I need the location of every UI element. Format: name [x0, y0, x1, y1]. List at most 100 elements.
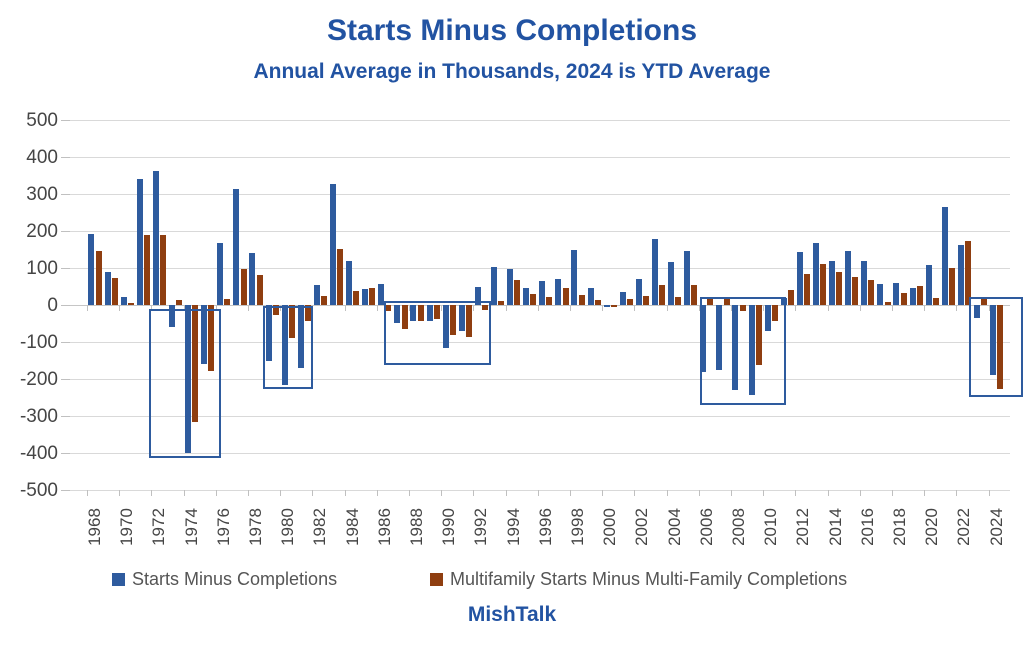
bar-multifamily-2005 — [691, 284, 698, 305]
highlight-box-2006-2010 — [699, 296, 787, 405]
bar-starts-2016 — [861, 261, 868, 305]
bar-starts-1974 — [185, 305, 192, 453]
bar-starts-1973 — [168, 305, 175, 328]
bar-multifamily-2019 — [916, 285, 923, 305]
bar-starts-2017 — [877, 283, 884, 305]
y-axis-label: 200 — [26, 220, 58, 242]
highlight-box-1972-1975 — [149, 308, 221, 458]
bar-multifamily-1985 — [369, 287, 376, 305]
x-axis-label: 1994 — [503, 508, 523, 546]
bar-multifamily-2021 — [948, 268, 955, 305]
x-axis-tick — [698, 305, 700, 311]
bar-starts-2004 — [668, 262, 675, 305]
bar-multifamily-1969 — [111, 277, 118, 305]
bar-multifamily-2017 — [884, 301, 891, 305]
bar-starts-1982 — [313, 285, 320, 305]
bar-starts-1997 — [555, 279, 562, 305]
gridline — [70, 489, 1010, 491]
x-axis-label: 2016 — [857, 508, 877, 546]
x-axis-tick — [87, 305, 88, 311]
x-axis-label: 2014 — [825, 508, 845, 546]
x-axis-tick — [924, 490, 926, 496]
x-axis-tick — [602, 490, 604, 496]
bar-starts-1968 — [88, 233, 95, 305]
bar-multifamily-1976 — [224, 299, 231, 305]
gridline — [70, 452, 1010, 454]
bar-starts-1993 — [490, 266, 497, 305]
x-axis-tick — [344, 490, 346, 496]
bar-multifamily-1970 — [127, 303, 134, 305]
x-axis-tick — [988, 305, 990, 311]
bar-multifamily-1973 — [176, 300, 183, 305]
bar-multifamily-2009 — [755, 305, 762, 366]
x-axis-tick — [183, 490, 185, 496]
bar-starts-2002 — [635, 279, 642, 305]
x-axis-tick — [892, 305, 893, 311]
x-axis-tick — [87, 490, 88, 496]
x-axis-label: 1996 — [535, 508, 555, 546]
x-axis-tick — [215, 305, 217, 311]
x-axis-tick — [763, 305, 765, 311]
bar-multifamily-1994 — [514, 279, 521, 305]
bar-multifamily-1974 — [192, 305, 199, 422]
bar-starts-2000 — [603, 305, 610, 308]
legend-label-multifamily: Multifamily Starts Minus Multi-Family Co… — [450, 569, 848, 589]
x-axis-label: 1974 — [181, 508, 201, 546]
x-axis-label: 2004 — [664, 508, 684, 546]
legend-swatch-multifamily-icon — [430, 573, 443, 586]
x-axis-tick — [731, 490, 732, 496]
y-axis-label: -100 — [19, 331, 58, 353]
y-axis-label: 300 — [26, 183, 58, 205]
bar-multifamily-1977 — [240, 268, 247, 305]
bar-starts-1999 — [587, 288, 594, 305]
bar-multifamily-1995 — [530, 293, 537, 305]
x-axis-label: 2020 — [922, 508, 942, 546]
x-axis-tick — [409, 490, 410, 496]
gridline — [70, 341, 1010, 343]
bar-multifamily-2002 — [643, 296, 650, 305]
x-axis-tick — [859, 305, 861, 311]
bar-starts-2022 — [957, 244, 964, 305]
bar-starts-2007 — [716, 305, 723, 371]
bar-starts-2006 — [700, 305, 707, 372]
bar-starts-2011 — [780, 298, 787, 305]
x-axis-tick — [570, 490, 571, 496]
x-axis-label: 1972 — [149, 508, 169, 546]
x-axis-tick — [795, 490, 797, 496]
bar-multifamily-1982 — [321, 296, 328, 305]
x-axis-tick — [473, 490, 475, 496]
bar-starts-2012 — [796, 252, 803, 305]
bar-starts-2005 — [684, 250, 691, 305]
bar-multifamily-2015 — [852, 276, 859, 305]
bar-multifamily-2018 — [900, 293, 907, 305]
legend-item-starts: Starts Minus Completions — [112, 569, 337, 590]
gridline — [70, 156, 1010, 158]
bar-multifamily-1990 — [449, 305, 456, 335]
y-axis-tick — [61, 230, 70, 232]
legend-label-starts: Starts Minus Completions — [132, 569, 338, 589]
bar-starts-1970 — [120, 296, 127, 305]
y-axis-label: -300 — [19, 405, 58, 427]
bar-starts-1971 — [136, 179, 143, 305]
bar-starts-1992 — [474, 286, 481, 305]
bar-multifamily-2000 — [610, 305, 617, 307]
highlight-box-2023-2024 — [968, 296, 1023, 398]
x-axis-label: 2000 — [600, 508, 620, 546]
gridline — [70, 230, 1010, 232]
bar-multifamily-1978 — [256, 275, 263, 305]
bar-starts-2019 — [909, 288, 916, 305]
bar-multifamily-2016 — [868, 279, 875, 305]
bar-starts-2024 — [990, 305, 997, 375]
bar-starts-1975 — [201, 305, 208, 365]
x-axis-label: 1976 — [213, 508, 233, 546]
x-axis-label: 1998 — [568, 508, 588, 546]
x-axis-tick — [570, 305, 571, 311]
bar-multifamily-2004 — [675, 297, 682, 305]
bar-multifamily-2012 — [804, 274, 811, 305]
x-axis-tick — [537, 305, 539, 311]
x-axis-tick — [505, 490, 507, 496]
bar-multifamily-2014 — [836, 272, 843, 305]
x-axis-tick — [795, 305, 797, 311]
bar-starts-1994 — [507, 268, 514, 305]
bar-starts-2001 — [619, 291, 626, 305]
